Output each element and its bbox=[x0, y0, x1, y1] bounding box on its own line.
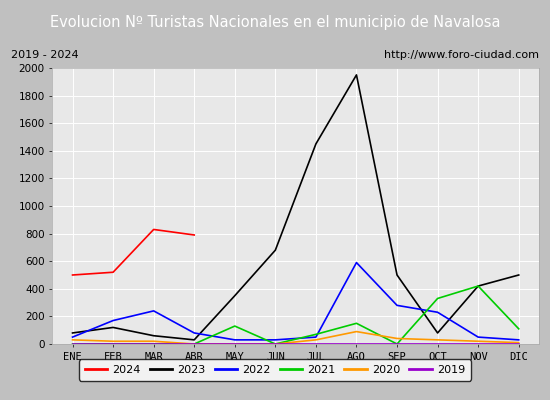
Legend: 2024, 2023, 2022, 2021, 2020, 2019: 2024, 2023, 2022, 2021, 2020, 2019 bbox=[79, 360, 471, 380]
Text: Evolucion Nº Turistas Nacionales en el municipio de Navalosa: Evolucion Nº Turistas Nacionales en el m… bbox=[50, 16, 501, 30]
Text: http://www.foro-ciudad.com: http://www.foro-ciudad.com bbox=[384, 50, 539, 60]
Text: 2019 - 2024: 2019 - 2024 bbox=[11, 50, 79, 60]
